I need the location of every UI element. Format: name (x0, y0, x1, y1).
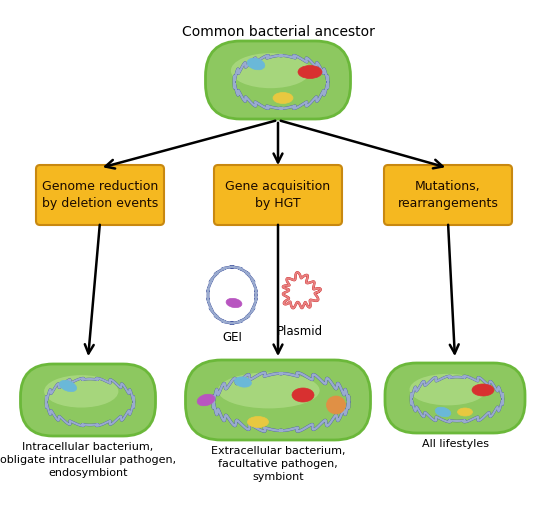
Ellipse shape (226, 298, 242, 308)
Ellipse shape (273, 93, 293, 103)
FancyBboxPatch shape (384, 165, 512, 225)
Ellipse shape (231, 53, 311, 88)
Ellipse shape (435, 407, 451, 417)
Ellipse shape (59, 381, 77, 392)
Text: Extracellular bacterium,
facultative pathogen,
symbiont: Extracellular bacterium, facultative pat… (211, 446, 345, 482)
Ellipse shape (197, 394, 215, 406)
Text: Gene acquisition
by HGT: Gene acquisition by HGT (225, 180, 331, 210)
FancyBboxPatch shape (185, 360, 371, 440)
Ellipse shape (44, 375, 118, 408)
Ellipse shape (248, 417, 269, 427)
Ellipse shape (292, 388, 314, 402)
Text: Intracellular bacterium,
obligate intracellular pathogen,
endosymbiont: Intracellular bacterium, obligate intrac… (0, 442, 176, 477)
FancyBboxPatch shape (21, 364, 155, 436)
Text: GEI: GEI (222, 331, 242, 344)
Text: Common bacterial ancestor: Common bacterial ancestor (181, 25, 375, 39)
Text: Mutations,
rearrangements: Mutations, rearrangements (397, 180, 498, 210)
Ellipse shape (298, 66, 322, 79)
FancyBboxPatch shape (36, 165, 164, 225)
FancyBboxPatch shape (205, 41, 351, 119)
Ellipse shape (218, 372, 320, 408)
Text: Plasmid: Plasmid (277, 325, 323, 338)
FancyBboxPatch shape (214, 165, 342, 225)
Ellipse shape (457, 408, 472, 416)
Ellipse shape (235, 377, 251, 387)
Text: Genome reduction
by deletion events: Genome reduction by deletion events (42, 180, 158, 210)
Ellipse shape (247, 58, 265, 70)
FancyBboxPatch shape (385, 363, 525, 433)
Text: All lifestyles: All lifestyles (421, 439, 488, 449)
Ellipse shape (326, 396, 346, 414)
Ellipse shape (472, 384, 494, 396)
Ellipse shape (410, 374, 487, 406)
